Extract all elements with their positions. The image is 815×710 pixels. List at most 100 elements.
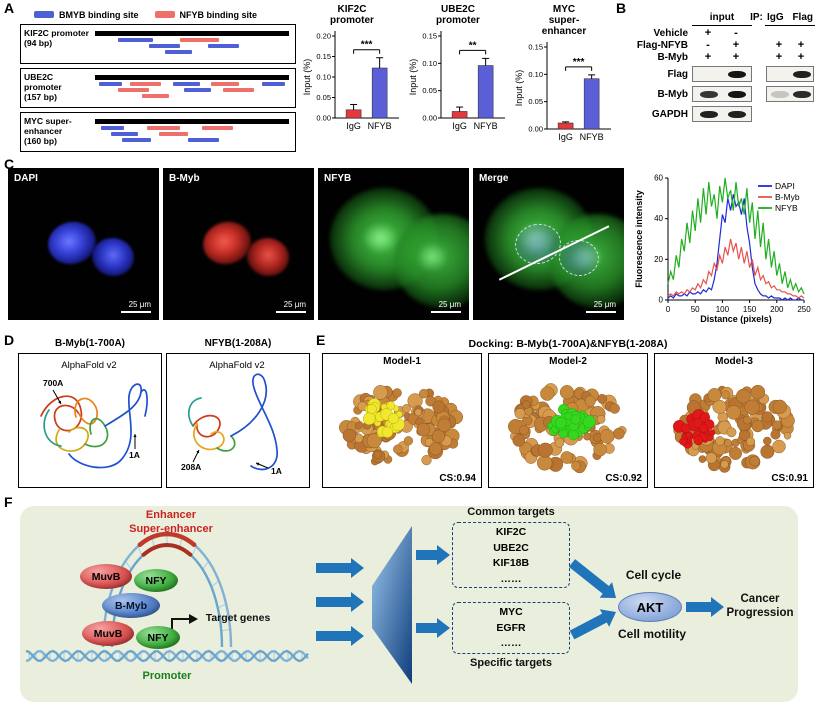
construct-size: (160 bp) (24, 136, 57, 146)
condition-symbol: - (734, 27, 738, 39)
category-label: NFYB (368, 121, 392, 131)
scale-bar (276, 311, 306, 313)
channel-label: Merge (479, 173, 509, 184)
cancer-label: Cancer (740, 593, 780, 605)
cell-blob (362, 222, 398, 254)
dna-strand (25, 649, 309, 663)
bar-IgG (557, 122, 574, 130)
bar-NFYB (371, 67, 388, 119)
flow-arrow (568, 559, 616, 598)
residue-annotation: 1A (129, 450, 140, 460)
binding-site (164, 50, 192, 54)
legend-label: DAPI (775, 181, 795, 191)
enhancer-label: Enhancer (145, 509, 197, 521)
model-label: Model-1 (383, 356, 421, 367)
ip-column-label: IgG (767, 12, 784, 23)
panel-label-e: E (316, 332, 326, 348)
series-DAPI (667, 194, 804, 301)
binding-site (141, 94, 169, 98)
construct-diagram (95, 69, 289, 107)
blot-label: Flag (667, 69, 688, 80)
binding-site (201, 126, 233, 130)
blot-band (793, 71, 811, 78)
legend-item: BMYB binding site (34, 10, 139, 20)
construct-name: MYC super-enhancer (24, 116, 72, 136)
alphafold-box-nfyb: AlphaFold v2 208A 1A (166, 353, 310, 488)
blot-label: B-Myb (657, 89, 688, 100)
target-gene: EGFR (496, 621, 526, 634)
svg-text:0.20: 0.20 (316, 32, 331, 41)
construct-size: (94 bp) (24, 38, 53, 48)
significance: *** (361, 40, 373, 51)
binding-site (211, 82, 239, 86)
legend-swatch (34, 11, 54, 18)
panel-label-a: A (4, 0, 15, 16)
condition-label: Flag-NFYB (636, 40, 688, 51)
residue-annotation: 700A (43, 378, 63, 388)
construct-box: UBE2C promoter (157 bp) (20, 68, 296, 108)
docking-panel: Docking: B-Myb(1-700A)&NFYB(1-208A) Mode… (322, 338, 814, 490)
ip-column-label: Flag (792, 12, 813, 23)
chart-plot: Input (%) 0.00 0.05 0.10 0.15 IgG NFYB *** (514, 42, 611, 142)
construct-label: KIF2C promoter (94 bp) (24, 28, 92, 48)
svg-text:0.00: 0.00 (316, 114, 331, 123)
significance: ** (469, 40, 477, 51)
docking-surface (672, 384, 795, 473)
blot-box-input (692, 66, 752, 82)
cell-motility-label: Cell motility (617, 627, 686, 641)
blot-band (700, 91, 718, 98)
construct-name: KIF2C promoter (24, 28, 89, 38)
binding-site (149, 44, 181, 48)
scale-text: 25 μm (283, 300, 306, 309)
binding-site-legend: BMYB binding site NFYB binding site (34, 8, 300, 21)
legend-label: BMYB binding site (59, 9, 139, 20)
blot-band (700, 111, 718, 118)
flow-arrow (316, 558, 364, 578)
bar-chart-NFYB: KIF2C promoter Input (%) 0.00 0.05 0.10 0.15 0… (300, 4, 404, 148)
svg-text:0.10: 0.10 (316, 73, 331, 82)
alphafold-box-bmyb: AlphaFold v2 700A 1A (18, 353, 162, 488)
svg-text:0.15: 0.15 (316, 52, 331, 61)
blot-band (728, 91, 746, 98)
scale-bar (121, 311, 151, 313)
protein-oval-muvb: MuvB (80, 564, 132, 589)
condition-symbol: + (775, 51, 783, 63)
ip-columns: IgG Flag (765, 12, 815, 26)
binding-site (129, 82, 161, 86)
cell-blob (571, 242, 603, 272)
scale-text: 25 μm (593, 300, 616, 309)
blot-box-ip (766, 66, 814, 82)
structure-title-bmyb: B-Myb(1-700A) (54, 338, 125, 349)
construct-size: (157 bp) (24, 92, 57, 102)
micrograph-merge: Merge 25 μm (473, 168, 624, 320)
construct-diagrams: KIF2C promoter (94 bp) UBE2C promoter (157 … (20, 24, 296, 156)
model-label: Model-3 (715, 356, 753, 367)
residue-annotation: 1A (271, 466, 282, 476)
binding-site (180, 38, 220, 42)
ribbon-drawing: AlphaFold v2 700A 1A (40, 360, 148, 469)
svg-text:0.05: 0.05 (422, 86, 437, 95)
cancer-label: Progression (726, 607, 794, 619)
confidence-score: CS:0.92 (605, 473, 642, 484)
binding-site (159, 132, 189, 136)
ribbon-drawing: AlphaFold v2 208A 1A (181, 360, 282, 476)
svg-text:250: 250 (797, 305, 811, 314)
cell-cycle-label: Cell cycle (625, 568, 682, 582)
x-axis-label: Distance (pixels) (700, 314, 772, 324)
binding-site (188, 138, 220, 142)
binding-site (147, 126, 181, 130)
blot-band (771, 91, 789, 98)
condition-label: Vehicle (653, 28, 688, 39)
panel-label-c: C (4, 156, 15, 172)
binding-site (110, 132, 138, 136)
micrograph-dapi: DAPI 25 μm (8, 168, 159, 320)
category-label: IgG (452, 121, 467, 131)
blot-box-input (692, 106, 752, 122)
cell-blob (416, 242, 448, 272)
flow-arrow (569, 609, 616, 640)
residue-annotation: 208A (181, 462, 201, 472)
y-axis-label: Input (%) (408, 59, 418, 96)
y-axis-label: Input (%) (514, 70, 524, 107)
specific-targets-label: Specific targets (470, 657, 552, 669)
construct-backbone (95, 75, 289, 80)
